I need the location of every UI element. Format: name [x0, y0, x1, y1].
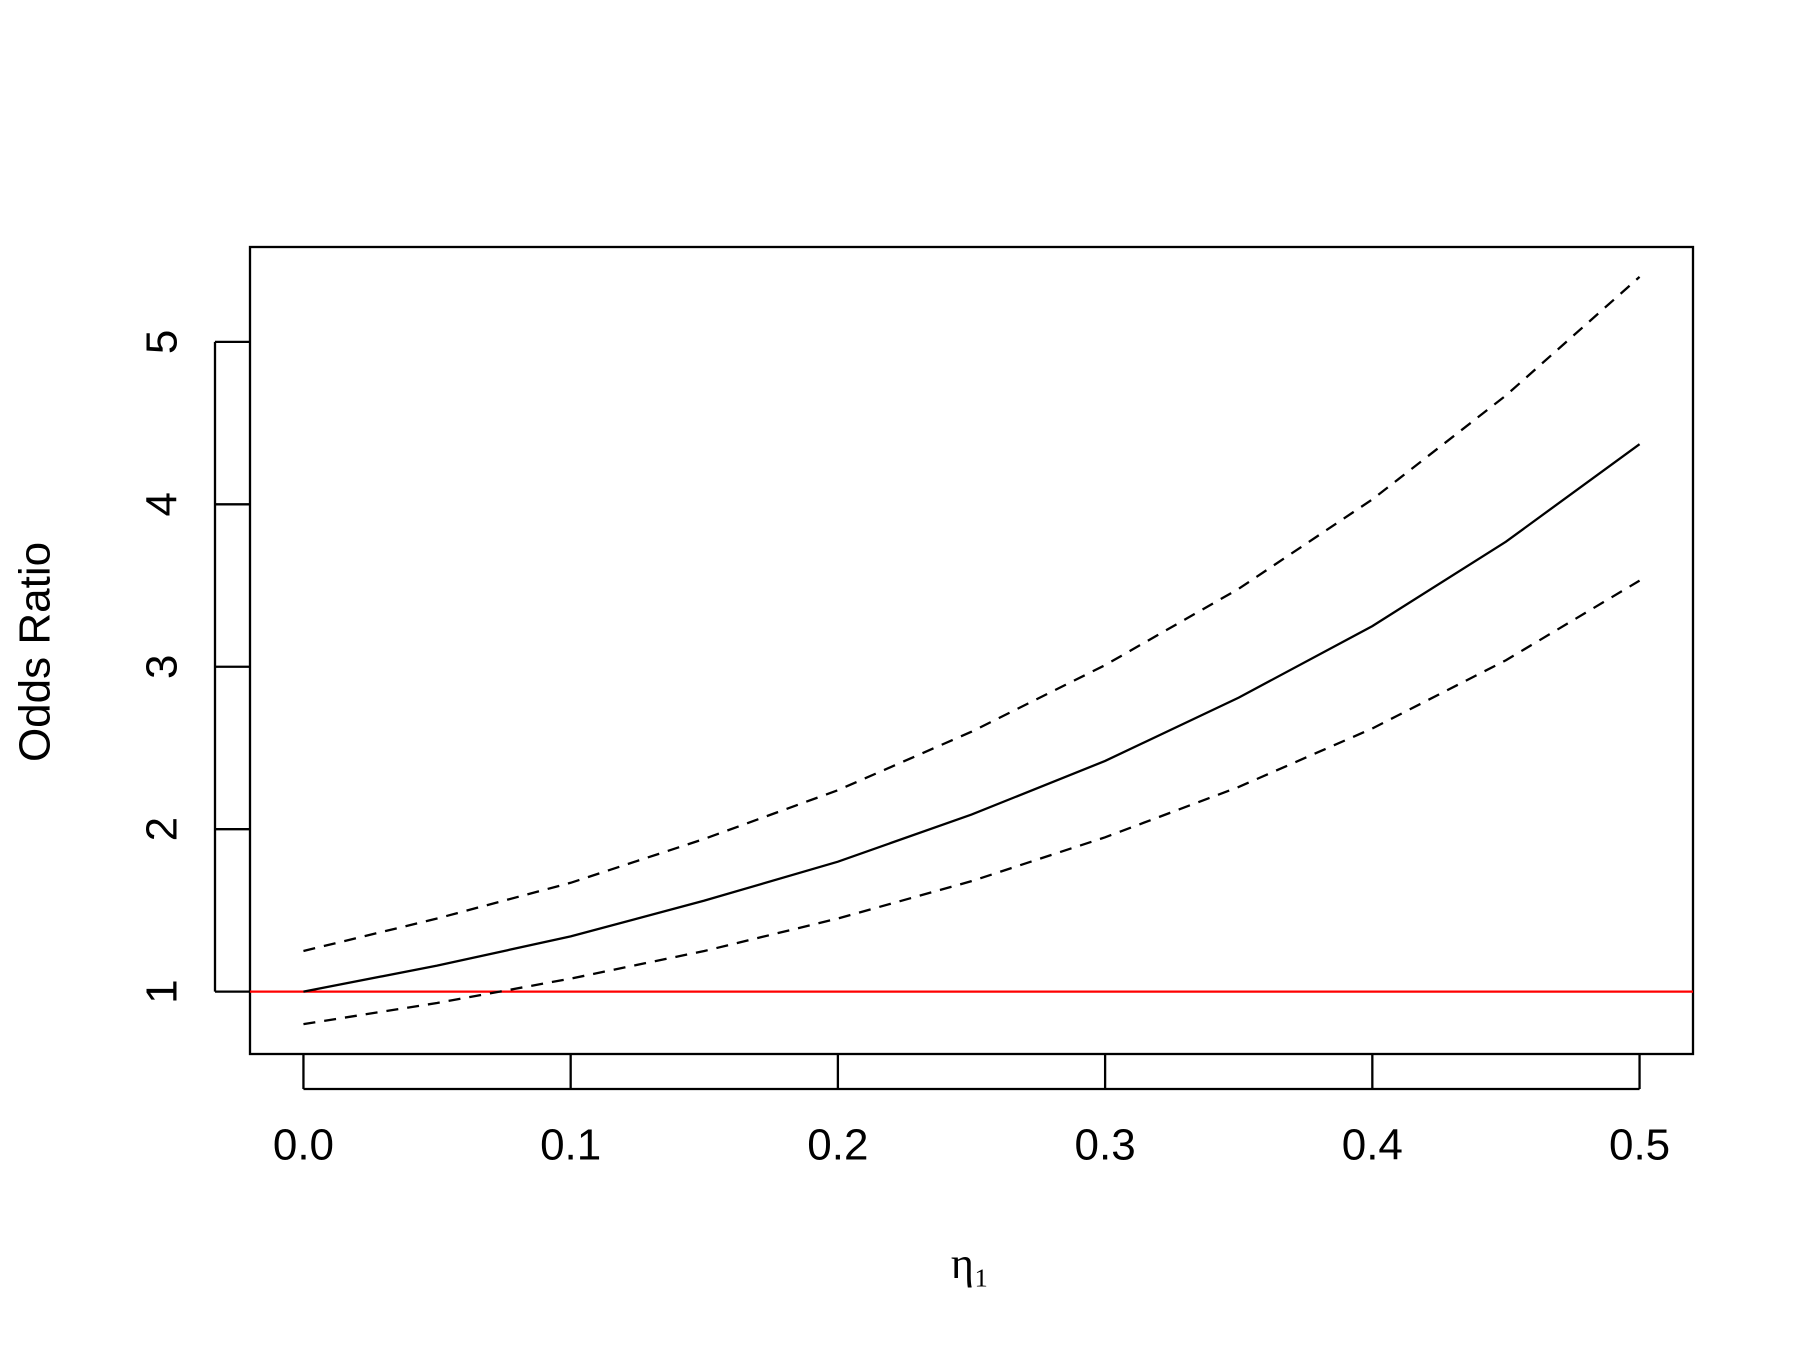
x-tick-label: 0.3: [1075, 1121, 1136, 1170]
x-tick-label: 0.5: [1609, 1121, 1670, 1170]
x-tick-label: 0.0: [273, 1121, 334, 1170]
series-line: [303, 579, 1641, 1026]
x-tick-label: 0.1: [540, 1121, 601, 1170]
series-line: [303, 276, 1641, 953]
y-tick-label: 4: [138, 492, 187, 516]
y-tick-label: 2: [138, 817, 187, 841]
x-tick-label: 0.4: [1342, 1121, 1403, 1170]
series-line: [303, 443, 1641, 993]
y-tick-label: 5: [138, 330, 187, 354]
x-tick-label: 0.2: [807, 1121, 868, 1170]
x-axis-label: η₁: [951, 1239, 989, 1288]
plot-frame: [248, 245, 1695, 1056]
y-axis-label: Odds Ratio: [11, 542, 60, 762]
y-tick-label: 1: [138, 979, 187, 1003]
y-tick-label: 3: [138, 655, 187, 679]
